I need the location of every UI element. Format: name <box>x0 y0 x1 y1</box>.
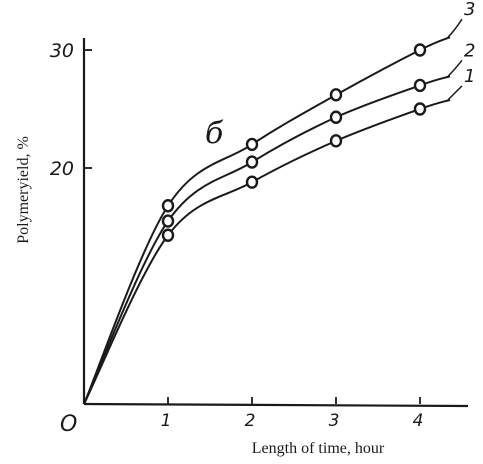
x-tick-label: 2 <box>245 411 256 431</box>
x-tick-label: 3 <box>329 411 340 431</box>
series-label-3: 3 <box>464 0 475 20</box>
x-axis-line <box>83 402 469 408</box>
data-point-3-4 <box>413 43 427 57</box>
series-leader-1 <box>447 85 463 101</box>
data-point-1-2 <box>245 175 259 189</box>
axes <box>82 38 469 408</box>
data-point-2-4 <box>413 78 427 93</box>
data-point-2-3 <box>329 110 343 124</box>
series-line-1 <box>83 98 451 405</box>
series-label-1: 1 <box>464 66 475 87</box>
x-tick-label: 1 <box>161 411 172 431</box>
series-line-3 <box>83 36 451 405</box>
data-point-1-4 <box>413 102 427 116</box>
series-layer <box>83 18 463 405</box>
x-axis-title: Length of time, hour <box>252 440 385 457</box>
panel-label: б <box>205 116 224 151</box>
series-line-2 <box>83 75 451 405</box>
origin-label: O <box>60 412 77 437</box>
data-point-1-3 <box>329 134 343 148</box>
series-label-2: 2 <box>464 40 475 61</box>
data-point-3-3 <box>329 88 343 102</box>
data-point-2-1 <box>161 214 175 228</box>
text-layer: Length of time, hour Polymeryield, % б O… <box>15 0 475 457</box>
data-point-3-2 <box>245 137 259 152</box>
y-tick-label: 20 <box>50 158 74 180</box>
series-leader-3 <box>447 18 463 38</box>
data-point-1-1 <box>161 228 175 242</box>
x-tick-label: 4 <box>413 411 424 431</box>
data-point-3-1 <box>161 199 175 213</box>
y-axis-title: Polymeryield, % <box>15 136 32 244</box>
y-tick-label: 30 <box>50 40 74 62</box>
data-point-2-2 <box>245 155 259 169</box>
series-leader-2 <box>447 59 463 77</box>
